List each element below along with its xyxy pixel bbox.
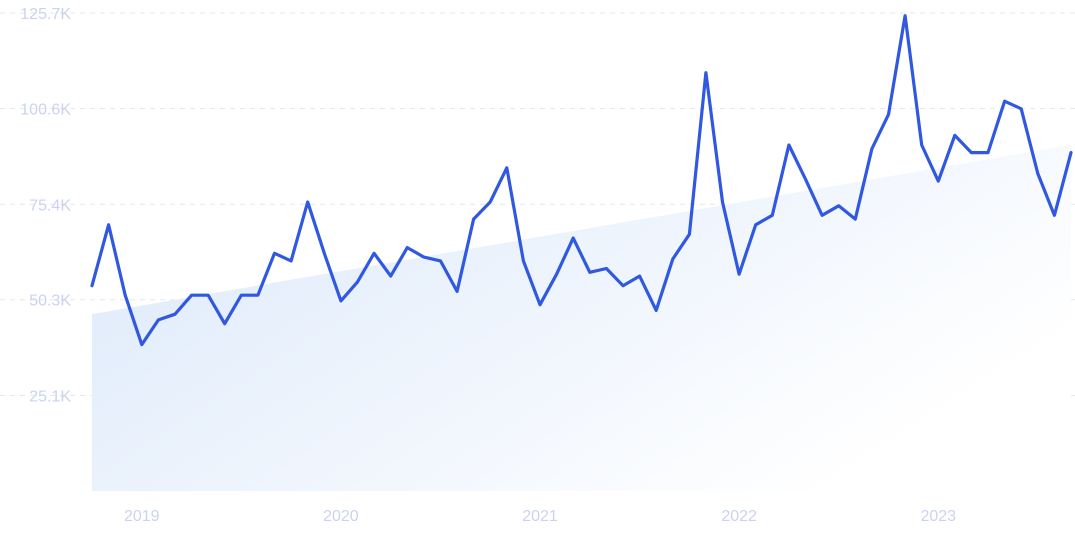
data-point-2023-08 [1050,211,1058,219]
data-point-2019-11 [304,198,312,206]
data-point-2020-07 [437,257,445,265]
data-point-2023-04 [984,149,992,157]
data-point-2018-10 [88,282,96,290]
data-point-2022-03 [768,211,776,219]
data-point-2022-11 [901,12,909,20]
x-tick-label: 2022 [721,508,757,525]
data-point-2023-09 [1067,149,1075,157]
data-point-2021-01 [536,301,544,309]
data-point-2019-02 [154,316,162,324]
data-point-2021-08 [652,306,660,314]
y-tick-label: 125.7K [20,6,71,23]
data-point-2021-11 [702,69,710,77]
data-point-2021-03 [569,234,577,242]
trend-area [92,144,1071,491]
data-point-2019-09 [271,249,279,257]
x-tick-label: 2019 [124,508,160,525]
series-line [90,14,1073,347]
data-point-2021-12 [719,198,727,206]
data-point-2022-04 [785,141,793,149]
data-point-2021-05 [602,265,610,273]
data-point-2019-06 [221,320,229,328]
data-point-2020-01 [337,297,345,305]
data-point-2020-05 [403,244,411,252]
data-point-2023-05 [1001,97,1009,105]
data-point-2020-03 [370,249,378,257]
x-tick-label: 2020 [323,508,359,525]
data-point-2022-06 [818,211,826,219]
data-point-2021-09 [669,255,677,263]
data-point-2021-10 [685,230,693,238]
x-axis-ticks: 2019 2020 2021 2022 2023 [124,508,956,525]
data-point-2019-08 [254,291,262,299]
y-axis-ticks: 25.1K 50.3K 75.4K 100.6K 125.7K [20,6,71,406]
data-point-2022-02 [752,221,760,229]
data-point-2022-01 [735,270,743,278]
data-point-2021-02 [553,270,561,278]
data-point-2018-11 [105,221,113,229]
data-point-2022-09 [868,145,876,153]
data-point-2020-04 [387,272,395,280]
data-point-2022-08 [851,215,859,223]
trend-area-fill [92,144,1071,491]
data-point-2023-01 [934,177,942,185]
data-point-2020-11 [503,164,511,172]
data-point-2018-12 [121,291,129,299]
x-tick-label: 2023 [920,508,956,525]
data-point-2022-12 [918,141,926,149]
data-point-2021-04 [586,268,594,276]
data-point-2022-07 [835,202,843,210]
data-point-2023-03 [967,149,975,157]
data-point-2020-09 [470,215,478,223]
data-point-2019-01 [138,341,146,349]
data-point-2022-10 [885,111,893,119]
data-point-2023-06 [1017,105,1025,113]
data-point-2023-02 [951,131,959,139]
data-point-2019-03 [171,310,179,318]
data-point-2020-08 [453,287,461,295]
y-tick-label: 100.6K [20,101,71,118]
data-point-2020-06 [420,253,428,261]
data-point-2021-07 [636,272,644,280]
data-point-2022-05 [802,175,810,183]
x-tick-label: 2021 [522,508,558,525]
data-point-2023-07 [1034,170,1042,178]
data-point-2021-06 [619,282,627,290]
data-point-2019-10 [287,257,295,265]
y-tick-label: 50.3K [29,293,71,310]
y-tick-label: 75.4K [29,197,71,214]
data-point-2020-12 [519,257,527,265]
data-point-2020-02 [354,278,362,286]
data-point-2019-04 [188,291,196,299]
data-point-2020-10 [486,198,494,206]
series-line-group [90,14,1073,347]
data-point-2019-07 [237,291,245,299]
data-point-2019-05 [204,291,212,299]
data-point-2019-12 [320,249,328,257]
y-tick-label: 25.1K [29,389,71,406]
